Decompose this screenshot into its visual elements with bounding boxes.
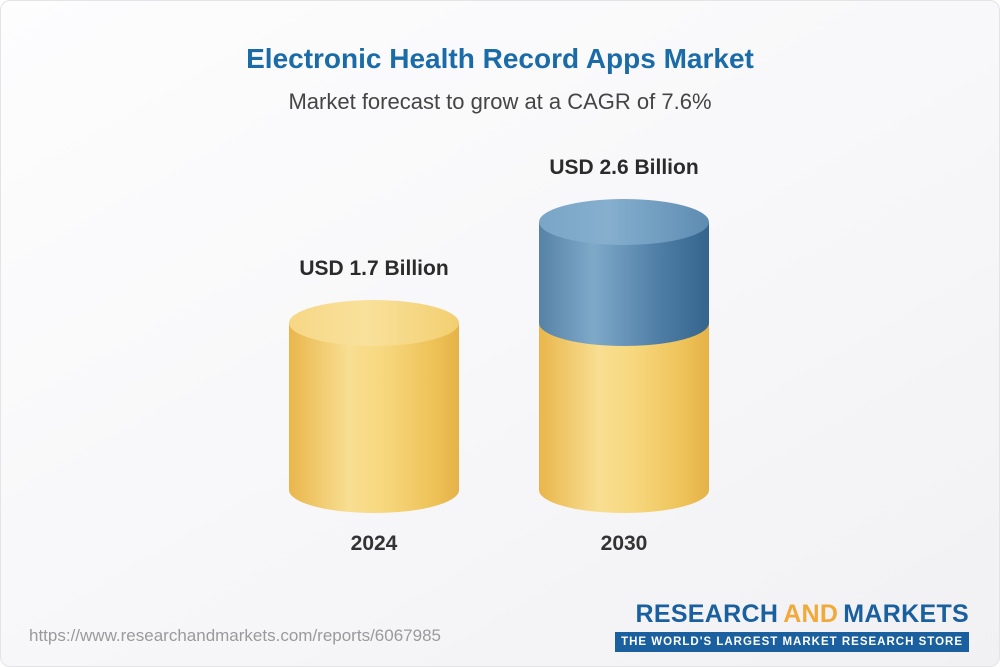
cylinder-segment-yellow: [289, 323, 459, 513]
logo-tagline: THE WORLD'S LARGEST MARKET RESEARCH STOR…: [615, 632, 969, 652]
research-and-markets-logo: RESEARCH AND MARKETS THE WORLD'S LARGEST M…: [615, 600, 969, 652]
chart-title: Electronic Health Record Apps Market: [246, 43, 754, 74]
value-label-2024: USD 1.7 Billion: [299, 257, 449, 280]
cylinder-top-ellipse-yellow: [289, 300, 459, 346]
bar-cylinder-2030: [539, 199, 709, 513]
logo-word-markets: MARKETS: [843, 600, 969, 628]
value-label-2030: USD 2.6 Billion: [549, 156, 699, 179]
cylinder-segment-yellow: [539, 323, 709, 513]
logo-word-and: AND: [783, 600, 839, 628]
cylinder-top-ellipse-blue: [539, 199, 709, 245]
category-label-2024: 2024: [350, 532, 398, 555]
source-url: https://www.researchandmarkets.com/repor…: [29, 626, 441, 645]
logo-word-research: RESEARCH: [635, 600, 779, 628]
category-label-2030: 2030: [600, 532, 648, 555]
chart-subtitle: Market forecast to grow at a CAGR of 7.6…: [288, 89, 712, 114]
bar-cylinder-2024: [289, 300, 459, 513]
logo-wordmark: RESEARCH AND MARKETS: [615, 600, 969, 629]
